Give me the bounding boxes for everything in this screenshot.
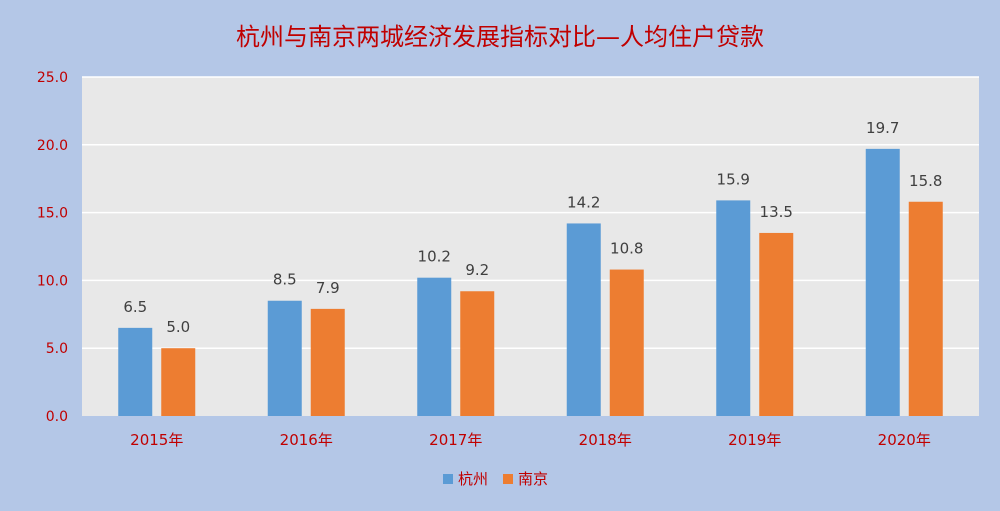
data-label: 7.9: [316, 279, 340, 297]
y-tick-label: 0.0: [46, 409, 68, 425]
gridlines: [82, 76, 979, 349]
y-tick-label: 10.0: [37, 273, 68, 289]
y-tick-label: 20.0: [37, 138, 68, 154]
x-tick-label: 2020年: [878, 431, 931, 449]
data-label: 8.5: [273, 271, 297, 289]
data-label: 9.2: [465, 261, 489, 279]
y-tick-label: 5.0: [46, 341, 68, 357]
y-axis-ticks: 0.0 5.0 10.0 15.0 20.0 25.0: [37, 70, 68, 425]
plot-area: [82, 77, 979, 416]
bar: [161, 348, 196, 416]
data-label: 13.5: [760, 203, 793, 221]
x-tick-label: 2015年: [130, 431, 183, 449]
bar: [417, 277, 452, 416]
bar: [566, 223, 601, 416]
bar: [908, 201, 943, 416]
bars: [118, 148, 943, 417]
x-tick-label: 2018年: [579, 431, 632, 449]
data-label: 15.9: [717, 170, 750, 188]
x-tick-label: 2019年: [728, 431, 781, 449]
bar: [267, 300, 302, 416]
legend-label: 南京: [518, 470, 548, 488]
bar: [759, 232, 794, 416]
bar: [865, 148, 900, 417]
legend-label: 杭州: [458, 470, 488, 488]
data-label: 15.8: [909, 172, 942, 190]
legend: 杭州 南京: [443, 470, 548, 488]
data-label: 6.5: [123, 298, 147, 316]
bar: [310, 308, 345, 416]
x-axis-ticks: 2015年 2016年 2017年 2018年 2019年 2020年: [130, 431, 931, 449]
bar: [716, 200, 751, 416]
data-label: 19.7: [866, 119, 899, 137]
y-tick-label: 15.0: [37, 206, 68, 222]
data-label: 14.2: [567, 193, 600, 211]
legend-swatch: [443, 474, 453, 484]
legend-swatch: [503, 474, 513, 484]
bar: [460, 291, 495, 416]
data-labels: 6.5 5.0 8.5 7.9 10.2 9.2 14.2 10.8 15.9 13.5 19.7 1…: [123, 119, 942, 336]
bar: [609, 269, 644, 416]
x-tick-label: 2016年: [280, 431, 333, 449]
data-label: 5.0: [166, 318, 190, 336]
y-tick-label: 25.0: [37, 70, 68, 86]
bar: [118, 327, 153, 416]
data-label: 10.2: [418, 248, 451, 266]
x-tick-label: 2017年: [429, 431, 482, 449]
chart-title: 杭州与南京两城经济发展指标对比—人均住户贷款: [236, 23, 764, 51]
data-label: 10.8: [610, 240, 643, 258]
